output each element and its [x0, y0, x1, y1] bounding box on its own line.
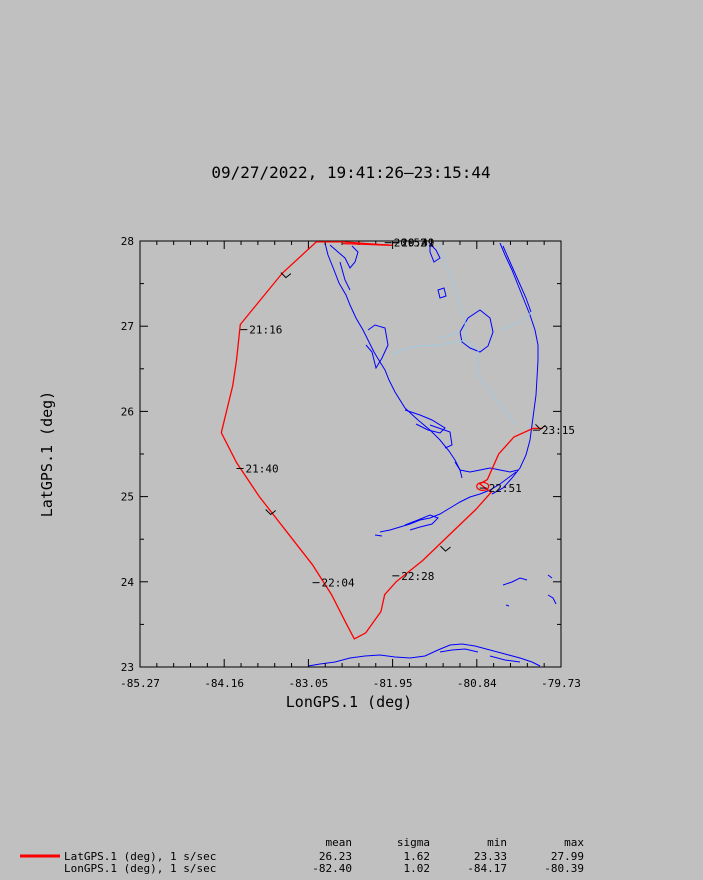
stats-header: min — [487, 836, 507, 849]
coastline-ten-thousand-islands — [404, 409, 453, 449]
x-axis-label: LonGPS.1 (deg) — [286, 693, 412, 711]
lake-small-1 — [437, 287, 447, 299]
time-annotation: 19:41 — [401, 237, 434, 250]
stats-value: 23.33 — [474, 850, 507, 863]
time-annotation: 23:15 — [542, 424, 575, 437]
time-annotation: 20:39 — [401, 237, 434, 250]
coastline-florida-bay — [454, 461, 519, 473]
stats-value: -82.40 — [312, 862, 352, 875]
coastline-bahamas — [502, 574, 557, 607]
lake-small-2 — [429, 242, 441, 263]
x-tick-label: -84.16 — [204, 677, 244, 690]
stats-value: 27.99 — [551, 850, 584, 863]
y-tick-label: 24 — [121, 576, 135, 589]
coastline-cuba-cays — [439, 648, 521, 663]
geography-layer — [307, 242, 557, 667]
axes-ticks: -85.27 -84.16 -83.05 -81.95 -80.84 -79.73 23 24… — [120, 235, 581, 690]
time-annotation: 21:16 — [249, 324, 282, 337]
y-tick-label: 28 — [121, 235, 134, 248]
y-axis-label: LatGPS.1 (deg) — [38, 391, 56, 517]
coastline-florida-west — [324, 242, 463, 479]
time-annotation: 20:52 — [394, 237, 427, 250]
x-tick-label: -81.95 — [373, 677, 413, 690]
direction-arrow — [280, 272, 292, 279]
stats-value: 1.62 — [404, 850, 431, 863]
x-tick-label: -80.84 — [457, 677, 497, 690]
chart-title: 09/27/2022, 19:41:26–23:15:44 — [211, 163, 490, 182]
coastline-cuba — [307, 643, 541, 667]
track-loop — [476, 481, 490, 491]
flight-track — [220, 241, 546, 640]
stats-header: sigma — [397, 836, 430, 849]
y-tick-label: 23 — [121, 661, 134, 674]
stats-row-name: LatGPS.1 (deg), 1 s/sec — [64, 850, 216, 863]
stats-value: 26.23 — [319, 850, 352, 863]
y-tick-label: 27 — [121, 320, 134, 333]
stats-header: max — [564, 836, 584, 849]
stats-value: -84.17 — [467, 862, 507, 875]
time-annotation: 22:51 — [489, 482, 522, 495]
coastline-florida-east — [491, 242, 539, 495]
x-tick-label: -83.05 — [289, 677, 329, 690]
stats-value: 1.02 — [404, 862, 431, 875]
track-line — [220, 241, 543, 640]
time-annotation: 21:40 — [246, 462, 279, 475]
coastline-keys-islands — [374, 514, 439, 537]
x-tick-label: -85.27 — [120, 677, 160, 690]
direction-arrow — [535, 423, 546, 430]
stats-row-name: LonGPS.1 (deg), 1 s/sec — [64, 862, 216, 875]
coastline-florida-keys — [379, 471, 517, 533]
y-tick-label: 26 — [121, 405, 134, 418]
direction-arrow — [265, 509, 277, 516]
stats-value: -80.39 — [544, 862, 584, 875]
coastline-tampa-bay — [329, 244, 359, 291]
time-annotation: 22:28 — [401, 570, 434, 583]
x-tick-label: -79.73 — [541, 677, 581, 690]
coastline-florida-east-offshore — [502, 245, 532, 313]
county-borders — [391, 242, 533, 425]
lake-okeechobee — [459, 309, 494, 353]
direction-arrow — [440, 545, 451, 552]
stats-table: mean sigma min max LatGPS.1 (deg), 1 s/sec 26… — [20, 836, 584, 875]
coastline-charlotte-harbor — [365, 324, 389, 370]
time-annotation: 22:04 — [322, 577, 355, 590]
y-tick-label: 25 — [121, 491, 134, 504]
stats-header: mean — [326, 836, 353, 849]
